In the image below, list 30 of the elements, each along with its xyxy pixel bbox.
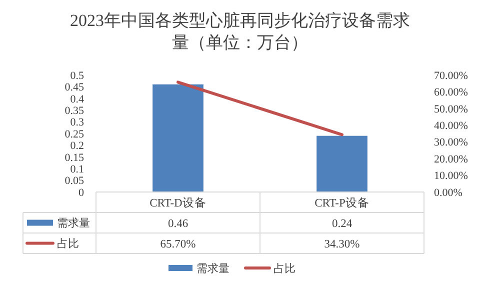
text: 占比 bbox=[57, 238, 79, 250]
y-tick-label: 0.45 bbox=[64, 82, 84, 94]
y2-tick-label: 0.00% bbox=[434, 186, 462, 199]
y-tick-label: 0.5 bbox=[70, 70, 84, 82]
x-tick-label: CRT-D设备 bbox=[150, 196, 206, 210]
x-tick-label: CRT-P设备 bbox=[314, 196, 370, 210]
chart-title: 2023年中国各类型心脏再同步化治疗设备需求量（单位：万台） bbox=[70, 11, 410, 52]
y2-tick-label: 50.00% bbox=[434, 103, 468, 116]
y-tick-label: 0.05 bbox=[64, 175, 84, 188]
y2-tick-label: 60.00% bbox=[434, 86, 468, 99]
data-label: 65.70% bbox=[160, 238, 196, 250]
y2-tick-label: 10.00% bbox=[434, 170, 468, 182]
y-tick-label: 0.15 bbox=[64, 152, 84, 164]
text: 需求量 bbox=[196, 262, 230, 275]
y-tick-label: 0.1 bbox=[70, 163, 84, 176]
legend-label: 需求量 bbox=[57, 216, 90, 230]
y-tick-label: 0 bbox=[78, 186, 84, 199]
y-tick-label: 0.25 bbox=[64, 128, 84, 140]
y-tick-label: 0.2 bbox=[70, 140, 84, 152]
y-tick-label: 0.3 bbox=[70, 116, 84, 129]
data-label: 0.46 bbox=[168, 218, 188, 230]
y2-tick-label: 70.00% bbox=[434, 70, 468, 82]
y2-tick-label: 40.00% bbox=[434, 120, 468, 132]
data-label: 0.24 bbox=[332, 218, 352, 230]
data-label: 34.30% bbox=[324, 238, 360, 250]
y2-tick-label: 30.00% bbox=[434, 136, 468, 149]
legend-label: 占比 bbox=[274, 262, 296, 275]
y2-tick-label: 20.00% bbox=[434, 153, 468, 166]
y-tick-label: 0.35 bbox=[64, 104, 84, 117]
y-tick-label: 0.4 bbox=[70, 93, 84, 106]
